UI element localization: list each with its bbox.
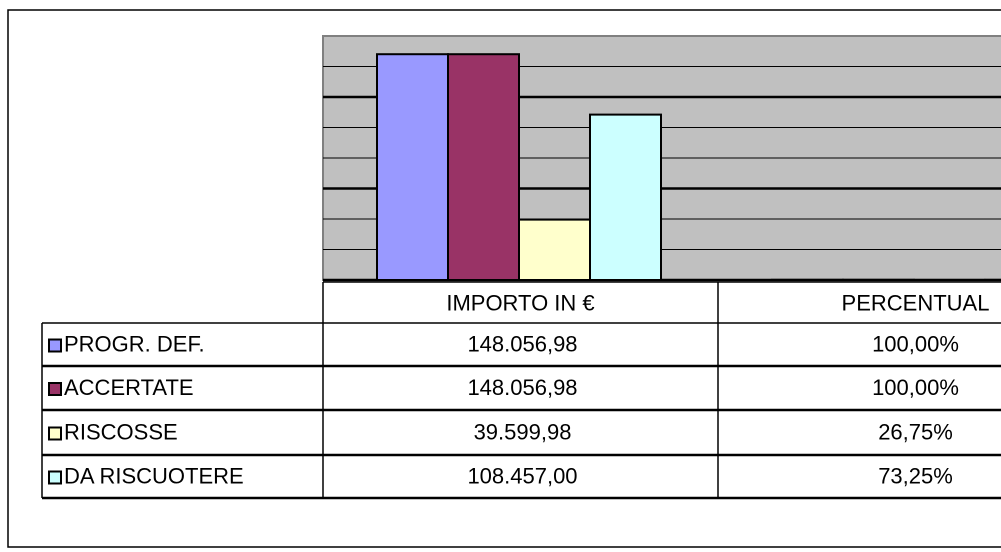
bar: [589, 113, 662, 281]
legend-label: DA RISCUOTERE: [64, 463, 244, 488]
table-value: 148.056,98: [467, 375, 577, 400]
table-value: 26,75%: [878, 419, 953, 444]
bar: [518, 218, 591, 281]
table-value: 73,25%: [878, 463, 953, 488]
legend-key: [48, 426, 62, 441]
legend-label: PROGR. DEF.: [64, 331, 205, 356]
legend-key: [48, 470, 62, 485]
bar: [376, 53, 449, 281]
table-value: 100,00%: [872, 375, 959, 400]
table-value: 148.056,98: [467, 331, 577, 356]
legend-label: RISCOSSE: [64, 419, 178, 444]
table-value: 108.457,00: [467, 463, 577, 488]
legend-key: [48, 338, 62, 353]
table-value: 100,00%: [872, 331, 959, 356]
legend-label: ACCERTATE: [64, 375, 194, 400]
category-label: PERCENTUAL: [842, 290, 990, 315]
bar: [447, 53, 520, 281]
legend-key: [48, 382, 62, 396]
category-label: IMPORTO IN €: [446, 290, 594, 315]
table-value: 39.599,98: [474, 419, 572, 444]
